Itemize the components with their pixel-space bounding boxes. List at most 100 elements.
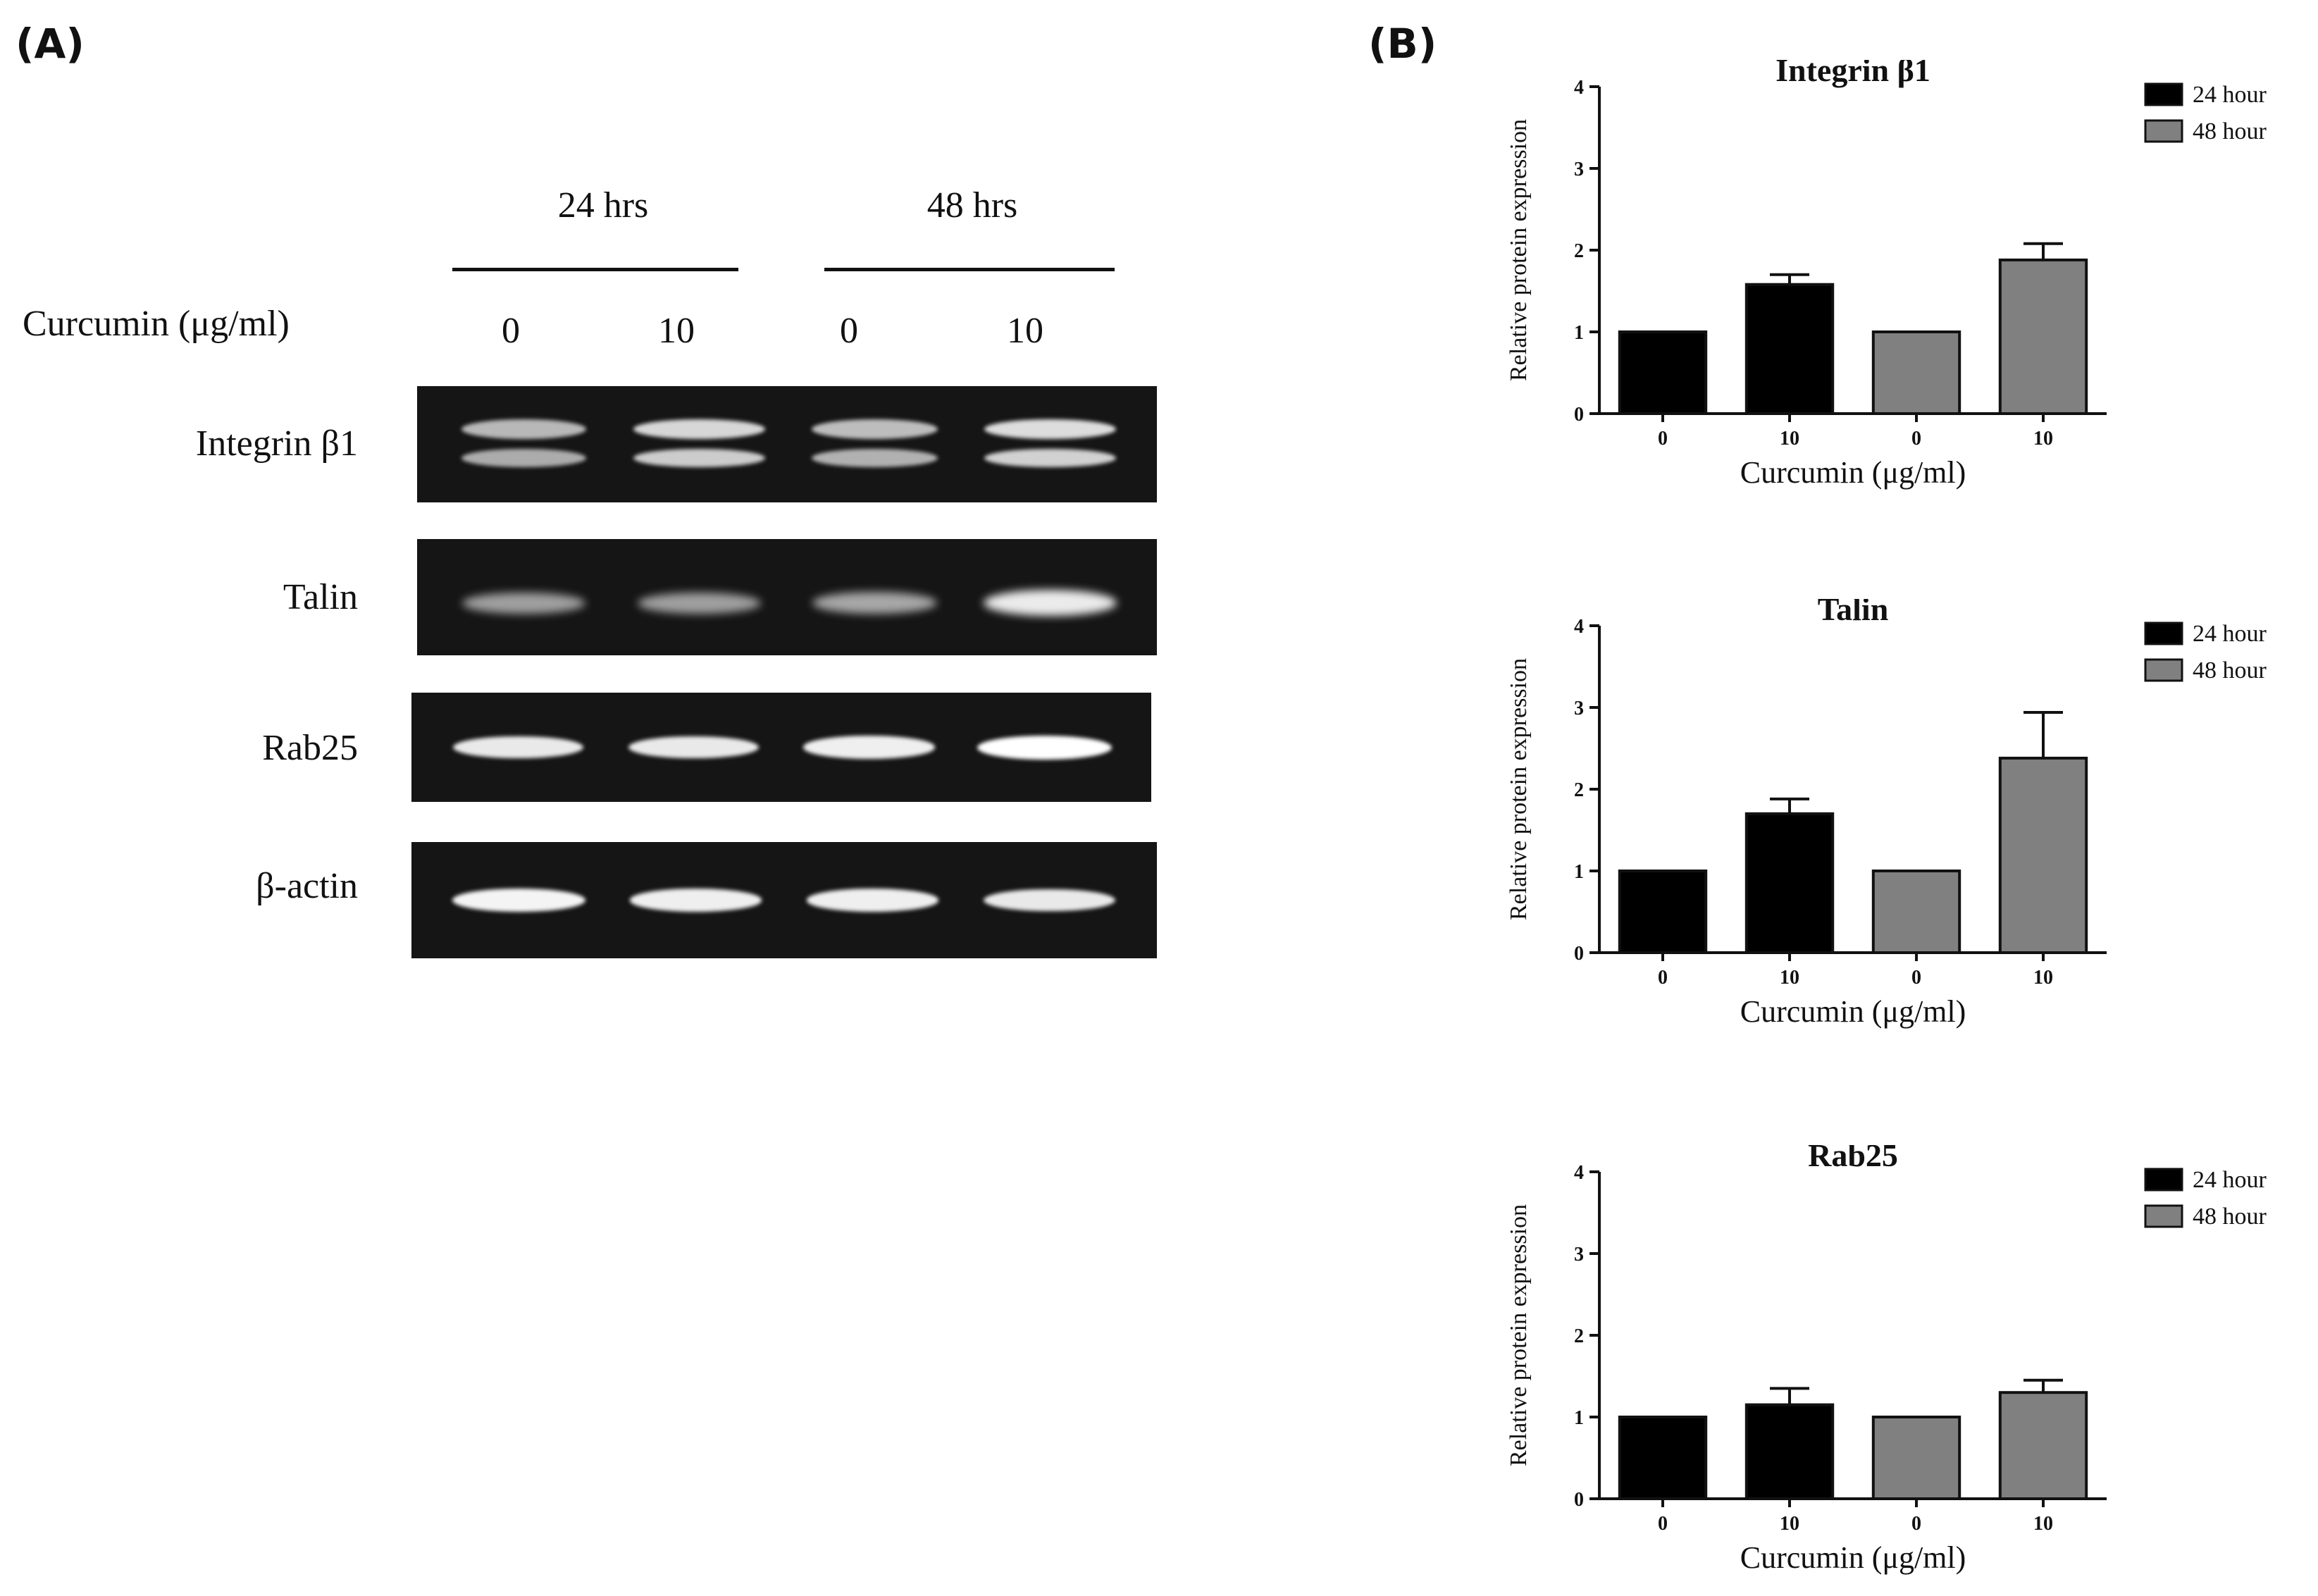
blot-band [628, 736, 759, 759]
y-tick-label: 1 [1574, 861, 1584, 883]
group-line-48 [824, 268, 1115, 271]
bar [1744, 1403, 1835, 1500]
blot-band [633, 449, 765, 468]
x-tick-label: 0 [1911, 967, 1921, 989]
blot-row-label: Rab25 [262, 728, 358, 768]
bar [1744, 283, 1835, 415]
panel-a-label: (A) [16, 20, 85, 68]
x-tick-label: 0 [1658, 1513, 1668, 1535]
x-tick-label: 10 [2033, 967, 2053, 989]
x-axis-label: Curcumin (μg/ml) [1740, 1540, 1966, 1575]
chart-integrin-b1: 0 1 2 3 4 0 10 0 10 Integrin β1 Curcumin (μg/ml) Re… [1506, 60, 2267, 490]
chart-talin: 0 1 2 3 4 0 10 0 10 Talin Curcumin (μg/ml) Relative… [1506, 599, 2267, 1029]
x-axis-label: Curcumin (μg/ml) [1740, 455, 1966, 490]
y-axis-label: Relative protein expression [1506, 1204, 1532, 1466]
x-tick-label: 0 [1658, 967, 1668, 989]
blot-band [803, 736, 935, 759]
chart-title: Rab25 [1808, 1145, 1898, 1173]
blot-row-label: Talin [283, 577, 358, 617]
blot-band [984, 449, 1117, 468]
bar [1618, 330, 1708, 415]
legend-label: 24 hour [2193, 82, 2267, 108]
legend-swatch [2144, 621, 2183, 645]
dose-label: 0 [840, 311, 858, 351]
blot-band [984, 419, 1117, 440]
bar [1744, 812, 1835, 954]
x-tick-label: 10 [1780, 1513, 1799, 1535]
x-tick-label: 10 [2033, 428, 2053, 450]
y-tick-label: 0 [1574, 943, 1584, 965]
blot-row-label: β-actin [256, 866, 358, 906]
blot-talin [417, 539, 1157, 655]
blot-band [453, 736, 583, 759]
chart-rab25: 0 1 2 3 4 0 10 0 10 Rab25 Curcumin (μg/ml) Relative… [1506, 1145, 2267, 1575]
time-label-48: 48 hrs [926, 185, 1018, 225]
y-tick-label: 1 [1574, 322, 1584, 344]
x-tick-label: 0 [1658, 428, 1668, 450]
bar [1618, 870, 1708, 954]
bar [1998, 756, 2088, 954]
blot-rab25 [411, 693, 1151, 802]
blot-band [461, 449, 587, 468]
bar [1998, 1391, 2088, 1501]
bar [1998, 258, 2088, 416]
blot-band [812, 592, 937, 614]
blot-band [977, 735, 1112, 760]
y-axis-label: Relative protein expression [1506, 119, 1532, 381]
y-tick-label: 4 [1574, 616, 1584, 638]
y-tick-label: 0 [1574, 1489, 1584, 1511]
y-tick-label: 2 [1574, 240, 1584, 262]
x-tick-label: 10 [1780, 967, 1799, 989]
bar [1871, 1416, 1961, 1500]
blot-band [806, 889, 939, 912]
legend-swatch [2144, 1168, 2183, 1192]
y-axis-label: Relative protein expression [1506, 658, 1532, 920]
legend-label: 48 hour [2193, 1204, 2267, 1230]
blot-band [812, 419, 938, 440]
y-tick-label: 2 [1574, 779, 1584, 801]
blot-b-actin [411, 842, 1157, 958]
legend-swatch [2144, 658, 2183, 682]
y-tick-label: 4 [1574, 1162, 1584, 1184]
legend-swatch [2144, 82, 2183, 106]
x-tick-label: 10 [1780, 428, 1799, 450]
dose-axis-label: Curcumin (μg/ml) [23, 304, 290, 344]
y-tick-label: 1 [1574, 1407, 1584, 1429]
blot-row-label: Integrin β1 [195, 423, 358, 464]
blot-integrin-b1 [417, 386, 1157, 502]
blot-band [629, 889, 762, 912]
legend-swatch [2144, 119, 2183, 143]
y-tick-label: 3 [1574, 698, 1584, 719]
chart-title: Talin [1818, 599, 1889, 627]
y-tick-label: 3 [1574, 159, 1584, 180]
panel-b-label: (B) [1368, 20, 1437, 68]
x-axis-label: Curcumin (μg/ml) [1740, 994, 1966, 1029]
blot-band [984, 889, 1115, 912]
blot-band [638, 592, 761, 614]
legend-label: 48 hour [2193, 118, 2267, 144]
time-label-24: 24 hrs [557, 185, 649, 225]
dose-label: 10 [658, 311, 695, 351]
x-tick-label: 0 [1911, 1513, 1921, 1535]
bar [1871, 330, 1961, 415]
dose-label: 10 [1007, 311, 1043, 351]
blot-band [452, 889, 586, 912]
legend-label: 24 hour [2193, 1167, 2267, 1193]
x-tick-label: 10 [2033, 1513, 2053, 1535]
y-tick-label: 2 [1574, 1325, 1584, 1347]
blot-band [984, 590, 1117, 617]
legend-label: 24 hour [2193, 621, 2267, 647]
blot-band [461, 419, 587, 440]
y-tick-label: 3 [1574, 1244, 1584, 1266]
y-tick-label: 0 [1574, 404, 1584, 426]
dose-label: 0 [502, 311, 520, 351]
bar [1871, 870, 1961, 954]
x-tick-label: 0 [1911, 428, 1921, 450]
legend-label: 48 hour [2193, 657, 2267, 683]
chart-title: Integrin β1 [1775, 60, 1930, 88]
y-tick-label: 4 [1574, 77, 1584, 99]
legend-swatch [2144, 1204, 2183, 1228]
blot-band [633, 419, 765, 440]
blot-band [812, 449, 938, 468]
blot-band [462, 592, 585, 614]
